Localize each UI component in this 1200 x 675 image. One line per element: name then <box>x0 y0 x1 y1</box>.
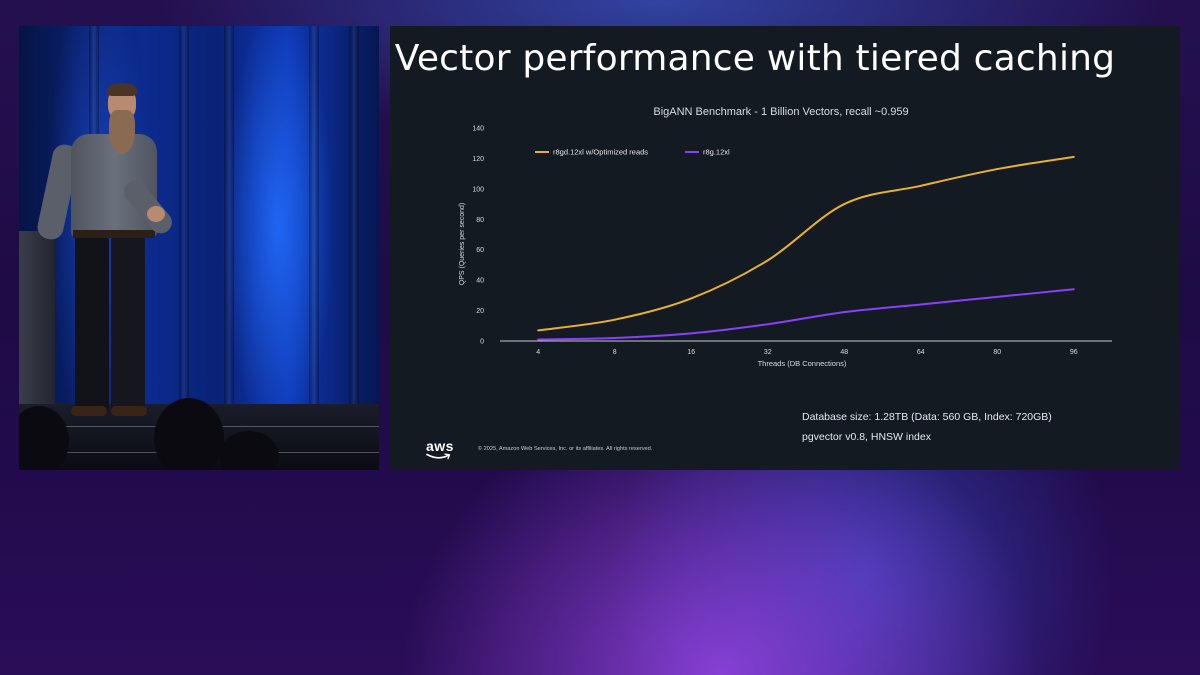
chart-legend: r8gd.12xl w/Optimized reads r8g.12xl <box>535 148 730 157</box>
legend-label: r8gd.12xl w/Optimized reads <box>553 148 648 157</box>
slide-title: Vector performance with tiered caching <box>394 38 1116 79</box>
presentation-slide: Vector performance with tiered caching B… <box>390 26 1180 470</box>
curtain-fold <box>349 26 359 406</box>
x-tick-label: 64 <box>917 349 925 356</box>
series-1-point <box>843 203 846 205</box>
x-tick-label: 8 <box>613 349 617 356</box>
series-line-2 <box>537 288 1075 341</box>
qps-line-chart: BigANN Benchmark - 1 Billion Vectors, re… <box>459 106 1112 368</box>
series-1-point <box>690 297 693 300</box>
series-2-point <box>996 295 999 298</box>
y-tick-label: 0 <box>480 339 484 346</box>
series-lines <box>537 155 1075 341</box>
series-2-point <box>537 338 540 341</box>
copyright-text: © 2025, Amazon Web Services, Inc. or its… <box>478 446 653 452</box>
series-2-point <box>919 303 922 306</box>
database-info: Database size: 1.28TB (Data: 560 GB, Ind… <box>802 407 1052 447</box>
chart-title: BigANN Benchmark - 1 Billion Vectors, re… <box>653 106 908 118</box>
y-tick-label: 100 <box>472 186 484 193</box>
x-tick-label: 96 <box>1070 349 1078 356</box>
series-1-point <box>537 329 540 332</box>
series-1-point <box>919 184 922 187</box>
curtain-fold <box>309 26 319 406</box>
aws-logo: aws <box>426 438 454 460</box>
database-size-text: Database size: 1.28TB (Data: 560 GB, Ind… <box>802 411 1052 423</box>
curtain-fold <box>179 26 189 406</box>
y-tick-label: 40 <box>476 278 484 285</box>
y-axis-ticks: 0 20 40 60 80 100 120 140 <box>472 126 484 346</box>
series-1-point <box>766 259 769 262</box>
speaker-video <box>19 26 379 470</box>
aws-smile-icon <box>426 453 451 460</box>
index-info-text: pgvector v0.8, HNSW index <box>802 431 931 443</box>
legend-label: r8g.12xl <box>703 148 730 157</box>
series-line-1 <box>537 155 1075 332</box>
series-2-point <box>843 311 846 313</box>
x-tick-label: 4 <box>536 349 540 356</box>
x-tick-label: 80 <box>993 349 1001 356</box>
series-1-point <box>996 168 999 170</box>
x-tick-label: 16 <box>687 349 695 356</box>
audience-head <box>154 398 224 470</box>
y-tick-label: 120 <box>472 156 484 163</box>
y-axis-label: QPS (Queries per second) <box>459 203 466 285</box>
y-tick-label: 60 <box>476 247 484 254</box>
series-1-point <box>613 318 616 321</box>
y-tick-label: 140 <box>472 126 484 133</box>
series-2-point <box>766 323 769 326</box>
y-tick-label: 80 <box>476 217 484 224</box>
x-axis-label: Threads (DB Connections) <box>758 359 847 368</box>
series-2-point <box>613 337 616 339</box>
series-2-point <box>1072 288 1075 291</box>
curtain-fold <box>224 26 234 406</box>
x-axis-ticks: 4 8 16 32 48 64 80 96 <box>536 349 1077 356</box>
x-tick-label: 32 <box>764 349 772 356</box>
x-tick-label: 48 <box>840 349 848 356</box>
audience-head <box>219 431 279 470</box>
y-tick-label: 20 <box>476 308 484 315</box>
podium <box>19 231 55 406</box>
series-2-point <box>690 332 693 335</box>
aws-logo-text: aws <box>426 438 454 454</box>
series-1-point <box>1072 156 1075 158</box>
audience-head <box>19 406 69 470</box>
